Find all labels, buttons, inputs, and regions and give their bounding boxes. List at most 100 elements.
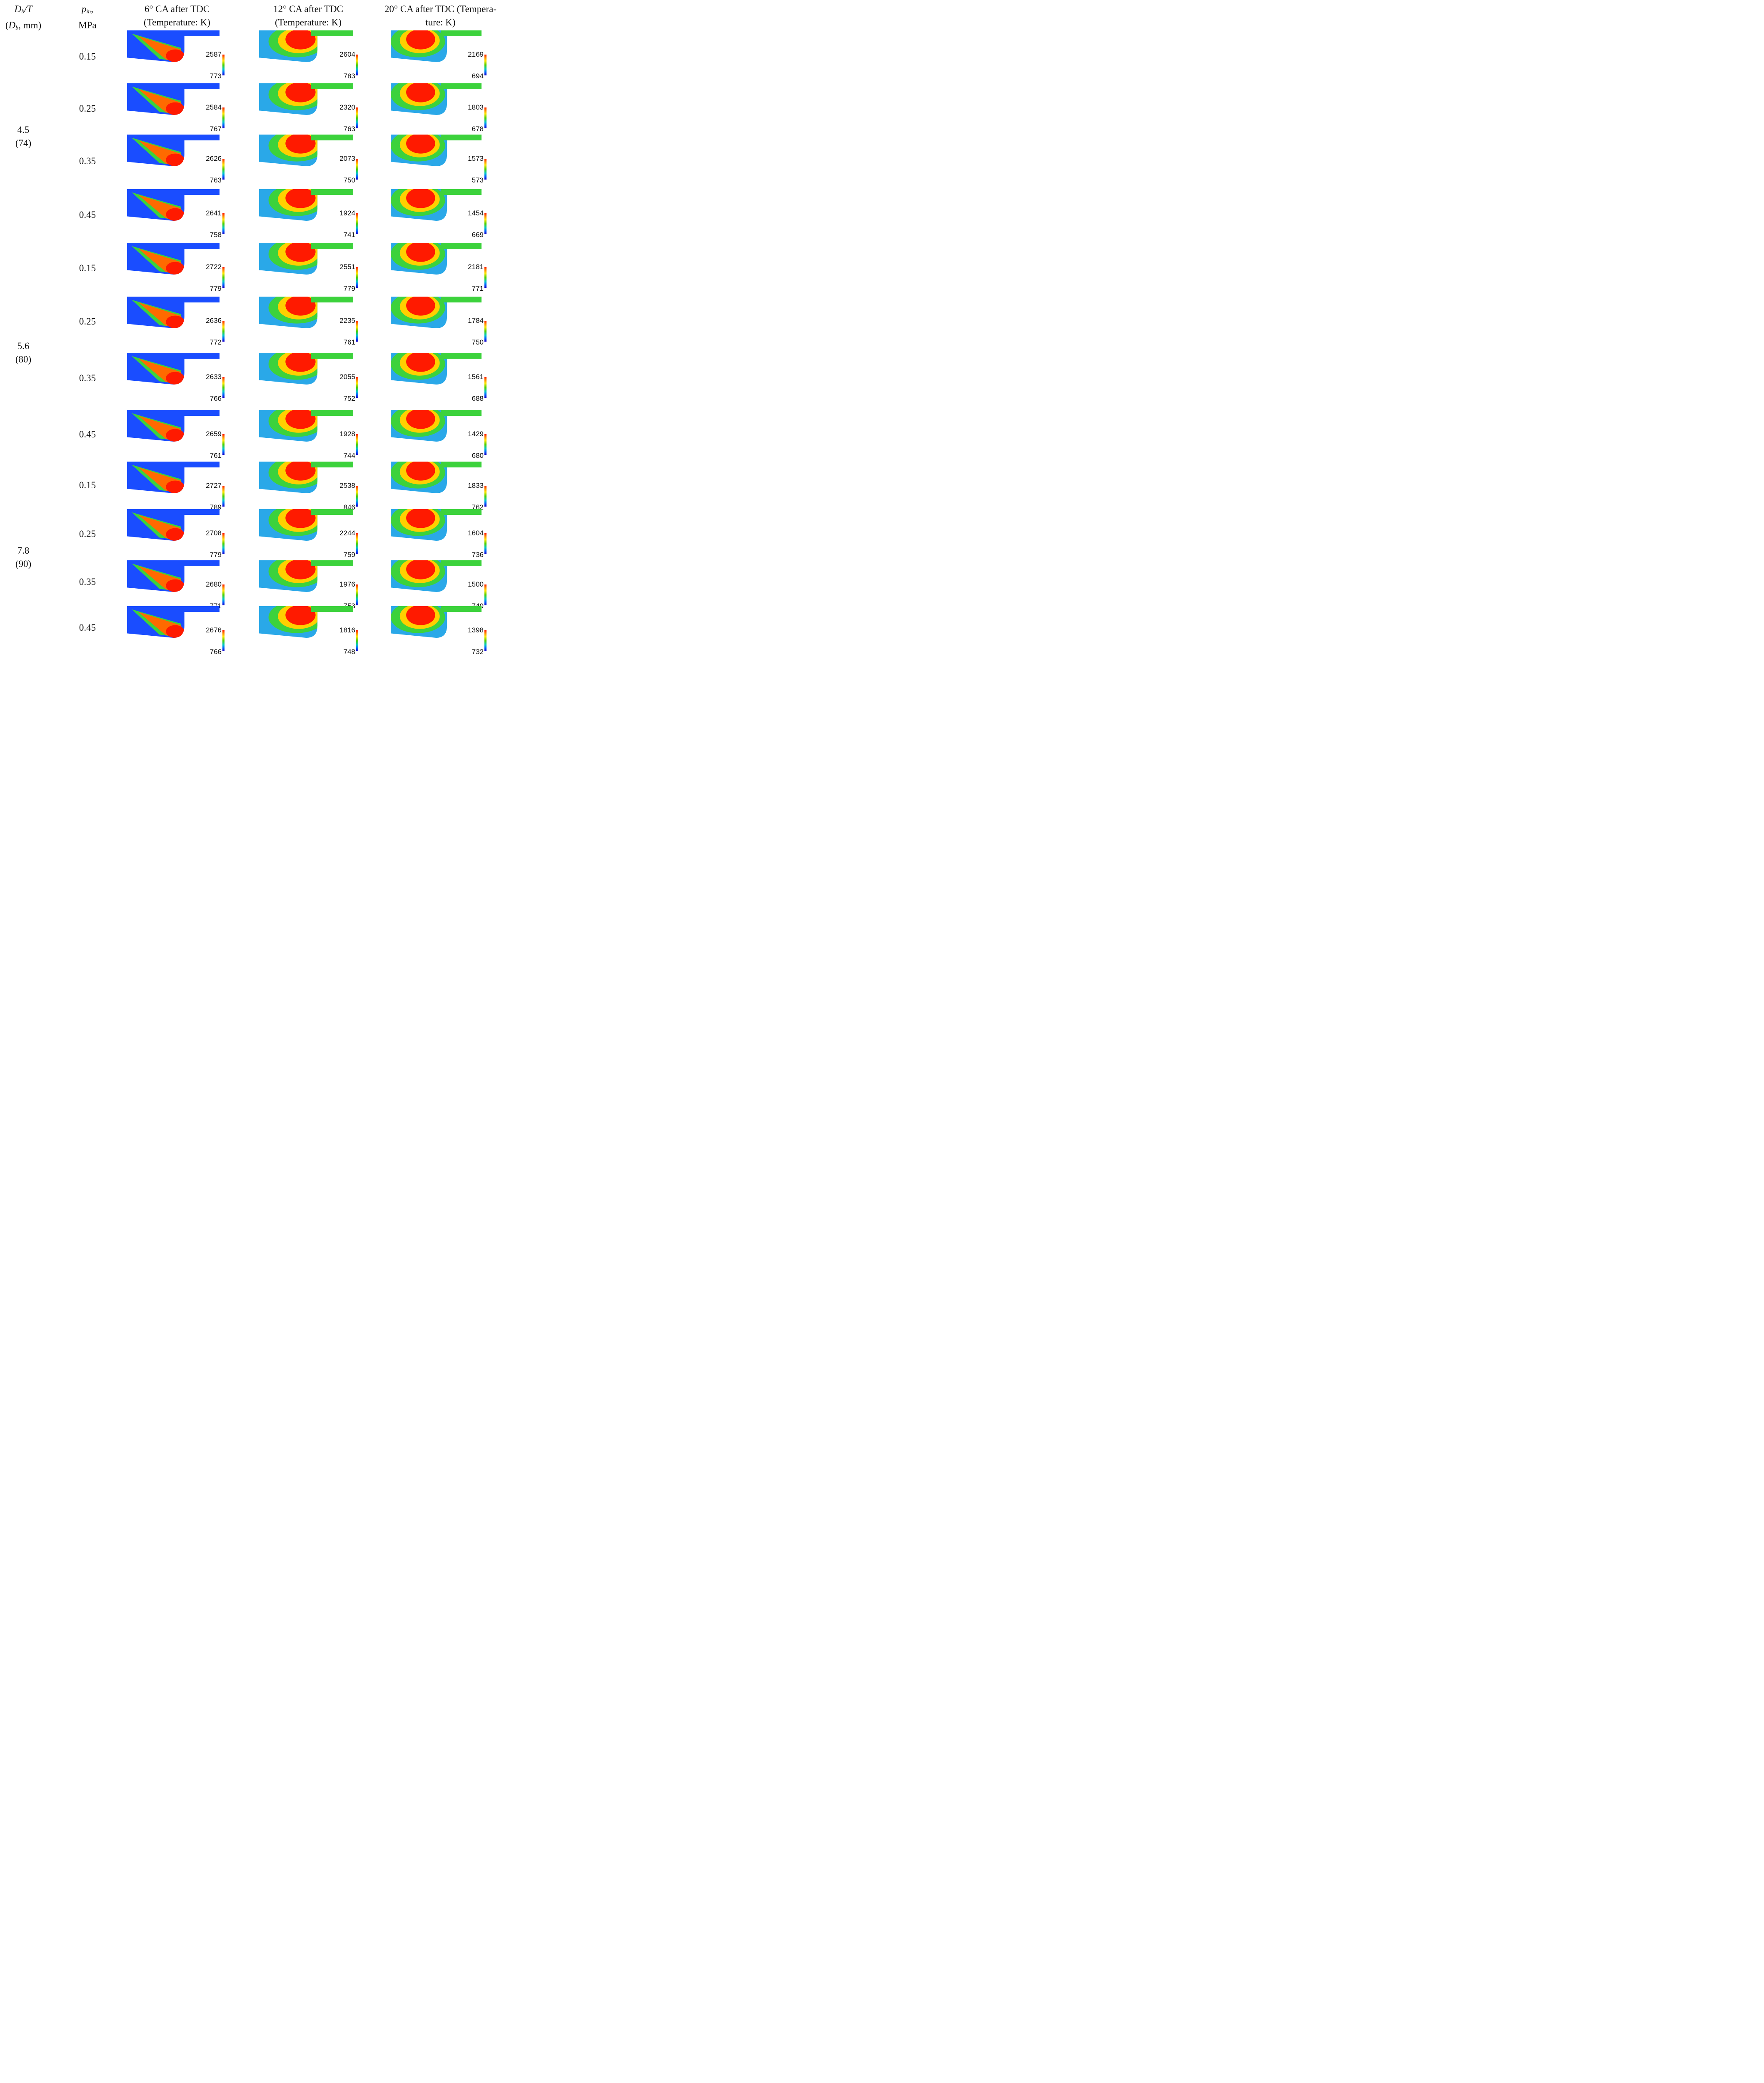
temperature-colorbar <box>356 213 358 234</box>
squish-region <box>311 462 353 467</box>
scale-min-label: 744 <box>343 452 355 460</box>
scale-min-label: 779 <box>210 551 222 559</box>
temperature-contour-panel: 1398 732 <box>391 606 502 657</box>
combustion-chamber-field <box>127 189 220 221</box>
temperature-colorbar <box>222 630 225 651</box>
squish-region <box>311 30 353 36</box>
combustion-chamber-field <box>127 606 220 638</box>
header-pin-unit: MPa <box>78 20 97 30</box>
squish-region <box>440 509 482 515</box>
peak-temperature-zone <box>406 189 435 208</box>
temperature-contour-panel: 2169 694 <box>391 30 502 81</box>
scale-min-label: 766 <box>210 395 222 402</box>
peak-temperature-zone <box>285 297 316 316</box>
scale-max-label: 1833 <box>468 482 484 490</box>
scale-min-label: 750 <box>472 338 484 346</box>
combustion-chamber-field <box>391 560 482 592</box>
temperature-colorbar <box>484 584 487 605</box>
temperature-colorbar <box>356 630 358 651</box>
temperature-colorbar <box>222 584 225 605</box>
squish-region <box>440 135 482 140</box>
temperature-colorbar <box>356 159 358 180</box>
group-label: 7.8 (90) <box>0 544 47 571</box>
peak-temperature-zone <box>285 189 316 208</box>
scale-max-label: 2626 <box>206 155 222 162</box>
temperature-colorbar <box>484 55 487 75</box>
temperature-colorbar <box>356 267 358 288</box>
peak-temperature-zone <box>285 30 316 50</box>
temperature-colorbar <box>222 107 225 128</box>
combustion-chamber-field <box>259 189 353 221</box>
combustion-chamber-field <box>259 353 353 385</box>
temperature-contour-panel: 1454 669 <box>391 189 502 240</box>
header-col-12deg: 12° CA after TDC (Temperature: K) <box>256 2 360 29</box>
pin-label: 0.15 <box>79 480 96 490</box>
pin-label: 0.35 <box>79 577 96 587</box>
temperature-colorbar <box>356 377 358 398</box>
scale-min-label: 669 <box>472 231 484 239</box>
squish-region <box>311 606 353 612</box>
temperature-colorbar <box>484 159 487 180</box>
peak-temperature-zone <box>406 83 435 102</box>
temperature-colorbar <box>222 486 225 507</box>
scale-max-label: 2584 <box>206 103 222 111</box>
squish-region <box>311 189 353 195</box>
temperature-contour-panel: 2636 772 <box>127 297 240 347</box>
temperature-contour-panel: 2659 761 <box>127 410 240 460</box>
peak-temperature-zone <box>166 262 185 275</box>
peak-temperature-zone <box>166 372 185 385</box>
temperature-colorbar <box>356 533 358 554</box>
peak-temperature-zone <box>166 429 185 442</box>
figure: Db/T (Db, mm) pin, MPa 6° CA after TDC (… <box>0 0 511 659</box>
pin-label: 0.15 <box>79 51 96 62</box>
peak-temperature-zone <box>166 480 185 493</box>
combustion-chamber-field <box>259 243 353 275</box>
header-col3-line1: 20° CA after TDC (Tempera- <box>384 4 497 14</box>
temperature-contour-panel: 2073 750 <box>259 135 374 185</box>
temperature-colorbar <box>356 321 358 342</box>
pin-label: 0.25 <box>79 316 96 327</box>
scale-max-label: 1398 <box>468 626 484 634</box>
scale-max-label: 2073 <box>339 155 355 162</box>
scale-max-label: 2604 <box>339 50 355 58</box>
scale-max-label: 2538 <box>339 482 355 490</box>
peak-temperature-zone <box>166 528 185 541</box>
scale-max-label: 2551 <box>339 263 355 271</box>
combustion-chamber-field <box>391 189 482 221</box>
temperature-contour-panel: 2055 752 <box>259 353 374 403</box>
temperature-colorbar <box>222 55 225 75</box>
peak-temperature-zone <box>166 153 185 166</box>
group-diameter: (74) <box>15 138 32 148</box>
temperature-colorbar <box>356 584 358 605</box>
scale-min-label: 779 <box>343 285 355 292</box>
pin-label: 0.45 <box>79 210 96 220</box>
peak-temperature-zone <box>406 462 435 481</box>
scale-min-label: 736 <box>472 551 484 559</box>
scale-max-label: 1500 <box>468 580 484 588</box>
scale-max-label: 1604 <box>468 529 484 537</box>
peak-temperature-zone <box>406 135 435 154</box>
peak-temperature-zone <box>285 83 316 102</box>
squish-region <box>440 189 482 195</box>
combustion-chamber-field <box>127 297 220 328</box>
scale-min-label: 783 <box>343 72 355 80</box>
temperature-contour-panel: 2727 789 <box>127 462 240 512</box>
temperature-contour-panel: 1833 762 <box>391 462 502 512</box>
scale-min-label: 752 <box>343 395 355 402</box>
pin-label: 0.45 <box>79 622 96 633</box>
scale-max-label: 1928 <box>339 430 355 438</box>
temperature-contour-panel: 2181 771 <box>391 243 502 293</box>
temperature-contour-panel: 2633 766 <box>127 353 240 403</box>
combustion-chamber-field <box>391 410 482 442</box>
header-col-6deg: 6° CA after TDC (Temperature: K) <box>125 2 229 29</box>
scale-min-label: 678 <box>472 125 484 133</box>
squish-region <box>311 83 353 89</box>
peak-temperature-zone <box>406 509 435 528</box>
temperature-contour-panel: 1500 740 <box>391 560 502 611</box>
squish-region <box>311 353 353 359</box>
combustion-chamber-field <box>127 462 220 493</box>
temperature-contour-panel: 1928 744 <box>259 410 374 460</box>
combustion-chamber-field <box>391 83 482 115</box>
group-ratio: 4.5 <box>17 125 30 135</box>
combustion-chamber-field <box>259 410 353 442</box>
